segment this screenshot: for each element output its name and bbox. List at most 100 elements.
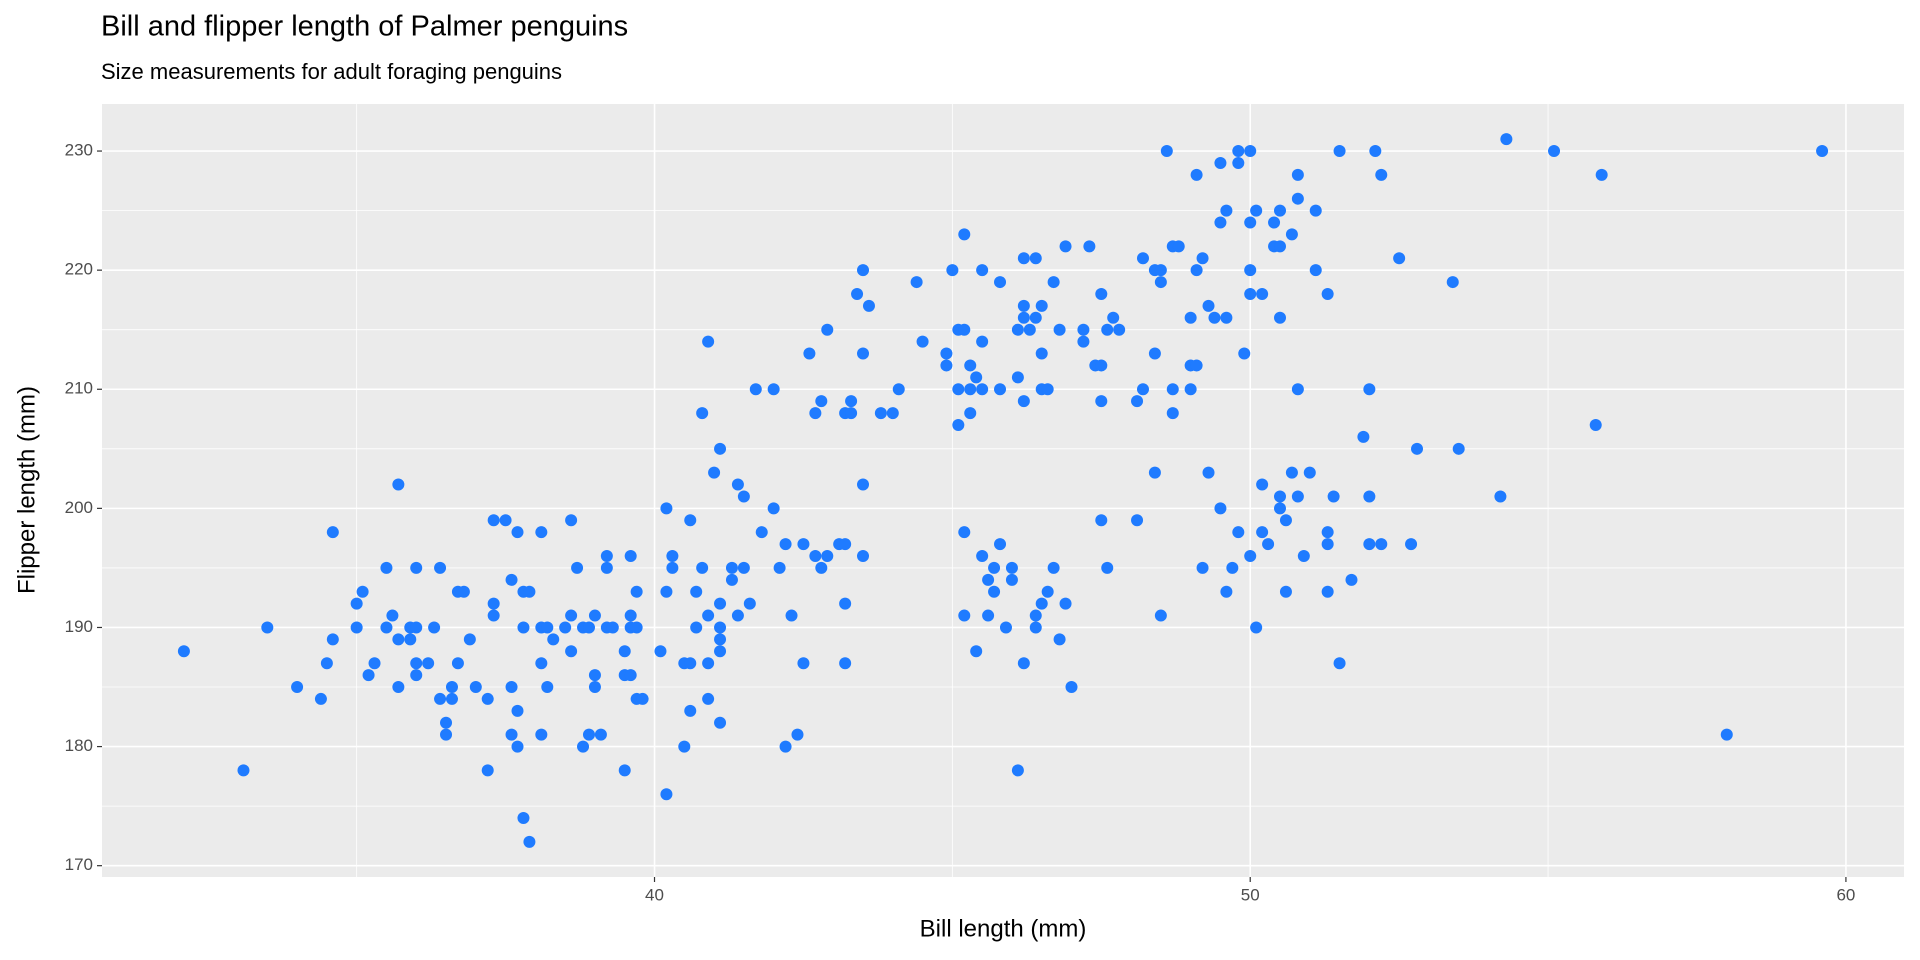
point: [1363, 490, 1376, 503]
point: [696, 407, 709, 420]
point: [755, 526, 768, 539]
point: [892, 383, 905, 396]
point: [815, 561, 828, 574]
point: [958, 228, 971, 241]
point: [1005, 561, 1018, 574]
point: [1411, 442, 1424, 455]
point: [654, 645, 667, 658]
point: [1274, 502, 1287, 515]
point: [1500, 133, 1513, 146]
point: [386, 609, 399, 622]
point: [1107, 311, 1120, 324]
point: [1595, 168, 1608, 181]
point: [678, 740, 691, 753]
point: [696, 561, 709, 574]
point: [559, 621, 572, 634]
point: [791, 728, 804, 741]
point: [392, 681, 405, 694]
point: [1011, 323, 1024, 336]
point: [1148, 347, 1161, 360]
point: [1274, 490, 1287, 503]
y-tick-label: 170: [65, 855, 93, 874]
point: [1232, 526, 1245, 539]
point: [1369, 145, 1382, 158]
point: [690, 621, 703, 634]
point: [702, 657, 715, 670]
point: [684, 657, 697, 670]
point: [1017, 395, 1030, 408]
point: [350, 621, 363, 634]
point: [1196, 561, 1209, 574]
point: [1190, 264, 1203, 277]
y-tick-label: 180: [65, 736, 93, 755]
point: [565, 645, 578, 658]
point: [1035, 347, 1048, 360]
point: [1238, 347, 1251, 360]
point: [1274, 240, 1287, 253]
point: [725, 561, 738, 574]
point: [1172, 240, 1185, 253]
point: [731, 478, 744, 491]
point: [571, 561, 584, 574]
point: [797, 538, 810, 551]
point: [1131, 395, 1144, 408]
point: [714, 442, 727, 455]
point: [630, 621, 643, 634]
point: [600, 550, 613, 563]
point: [1250, 621, 1263, 634]
point: [1720, 728, 1733, 741]
chart-title: Bill and flipper length of Palmer pengui…: [101, 11, 628, 43]
point: [1035, 299, 1048, 312]
point: [1321, 287, 1334, 300]
y-axis-title: Flipper length (mm): [13, 386, 40, 594]
point: [1059, 597, 1072, 610]
point: [1101, 561, 1114, 574]
point: [1053, 323, 1066, 336]
point: [1029, 609, 1042, 622]
point: [440, 716, 453, 729]
point: [588, 681, 601, 694]
point: [434, 561, 447, 574]
point: [547, 633, 560, 646]
point: [1268, 216, 1281, 229]
point: [1321, 585, 1334, 598]
point: [487, 597, 500, 610]
point: [1274, 204, 1287, 217]
point: [988, 585, 1001, 598]
point: [291, 681, 304, 694]
chart-subtitle: Size measurements for adult foraging pen…: [101, 59, 562, 84]
point: [1250, 204, 1263, 217]
point: [1309, 204, 1322, 217]
point: [749, 383, 762, 396]
point: [523, 585, 536, 598]
point: [1256, 478, 1269, 491]
y-tick-label: 200: [65, 498, 93, 517]
point: [428, 621, 441, 634]
y-tick-label: 230: [65, 141, 93, 160]
point: [177, 645, 190, 658]
point: [999, 621, 1012, 634]
point: [1047, 276, 1060, 289]
point: [1017, 252, 1030, 265]
point: [577, 740, 590, 753]
point: [714, 621, 727, 634]
point: [362, 669, 375, 682]
point: [1321, 526, 1334, 539]
point: [1256, 287, 1269, 300]
point: [1452, 442, 1465, 455]
point: [1053, 633, 1066, 646]
point: [1154, 264, 1167, 277]
point: [1035, 597, 1048, 610]
point: [660, 585, 673, 598]
point: [410, 657, 423, 670]
point: [1083, 240, 1096, 253]
point: [1047, 561, 1060, 574]
point: [505, 728, 518, 741]
point: [1184, 311, 1197, 324]
point: [1446, 276, 1459, 289]
point: [392, 633, 405, 646]
point: [1816, 145, 1829, 158]
point: [1309, 264, 1322, 277]
point: [874, 407, 887, 420]
point: [1017, 311, 1030, 324]
